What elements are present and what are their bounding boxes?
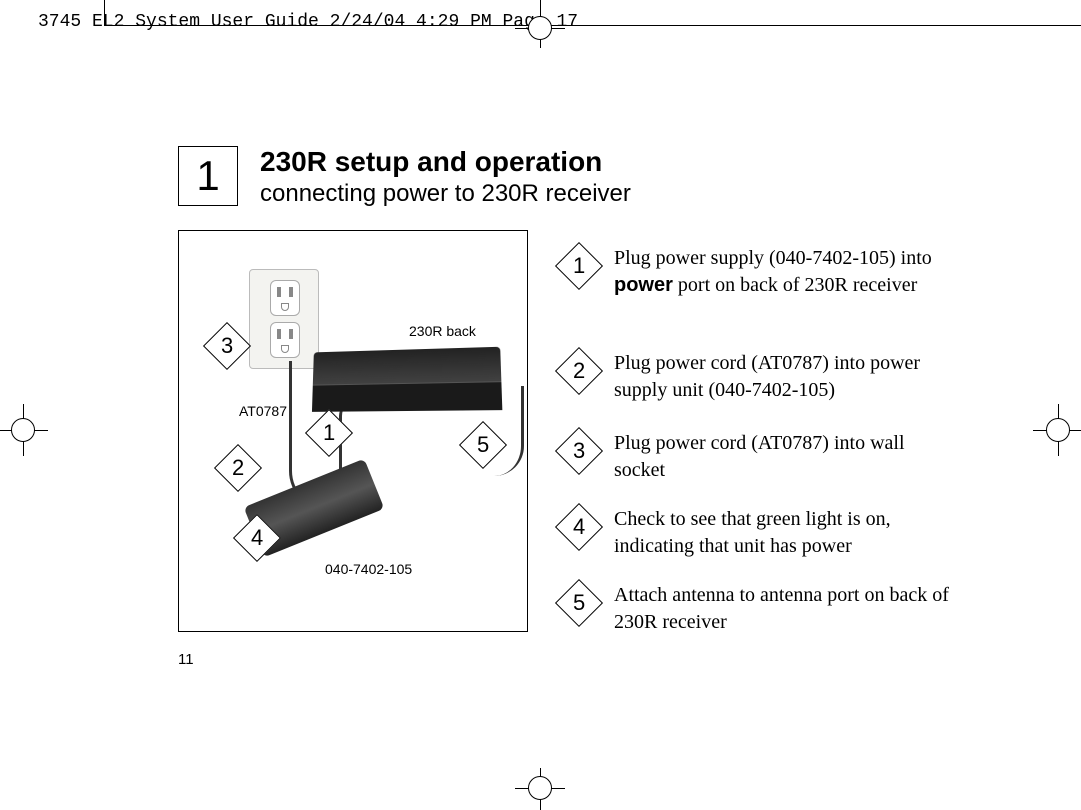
registration-mark [528,776,552,800]
step-text: Check to see that green light is on, ind… [614,506,954,560]
step-marker: 3 [555,427,603,475]
print-header: 3745 EL2 System User Guide 2/24/04 4:29 … [38,12,578,32]
section-number-box: 1 [178,146,238,206]
registration-mark [528,16,552,40]
step-number: 1 [573,253,585,279]
crop-mark [104,25,1081,26]
diagram-marker-number: 4 [251,525,263,551]
page-subtitle: connecting power to 230R receiver [260,180,631,208]
step-text: Plug power supply (040-7402-105) into po… [614,245,954,299]
diagram-marker-number: 1 [323,420,335,446]
step-number: 5 [573,590,585,616]
step-marker: 4 [555,503,603,551]
diagram-marker-number: 2 [232,455,244,481]
diagram-marker-number: 3 [221,333,233,359]
step-text: Attach antenna to antenna port on back o… [614,582,954,636]
connection-diagram: 1 2 3 4 5 230R back AT0787 040-7402-105 [178,230,528,632]
step-4: 4 Check to see that green light is on, in… [556,506,1041,560]
step-text: Plug power cord (AT0787) into power supp… [614,350,954,404]
section-number: 1 [196,152,219,200]
diagram-label-cord: AT0787 [239,403,287,419]
step-marker: 1 [555,242,603,290]
registration-mark [1046,418,1070,442]
diagram-marker-number: 5 [477,432,489,458]
step-marker: 2 [555,347,603,395]
receiver-icon [312,347,502,412]
bold-term: power [614,274,673,296]
step-1: 1 Plug power supply (040-7402-105) into p… [556,245,1041,299]
registration-mark [11,418,35,442]
step-number: 3 [573,438,585,464]
step-text: Plug power cord (AT0787) into wall socke… [614,430,954,484]
step-2: 2 Plug power cord (AT0787) into power sup… [556,350,1041,404]
diagram-marker-3: 3 [203,322,251,370]
wall-outlet-icon [249,269,319,369]
step-5: 5 Attach antenna to antenna port on back … [556,582,1041,636]
diagram-marker-2: 2 [214,444,262,492]
diagram-label-psu: 040-7402-105 [325,561,412,577]
diagram-label-receiver: 230R back [409,323,476,339]
step-number: 2 [573,358,585,384]
step-number: 4 [573,514,585,540]
page-number: 11 [178,651,194,668]
step-3: 3 Plug power cord (AT0787) into wall sock… [556,430,1041,484]
step-marker: 5 [555,579,603,627]
page-title: 230R setup and operation [260,146,602,178]
crop-mark [104,0,105,25]
